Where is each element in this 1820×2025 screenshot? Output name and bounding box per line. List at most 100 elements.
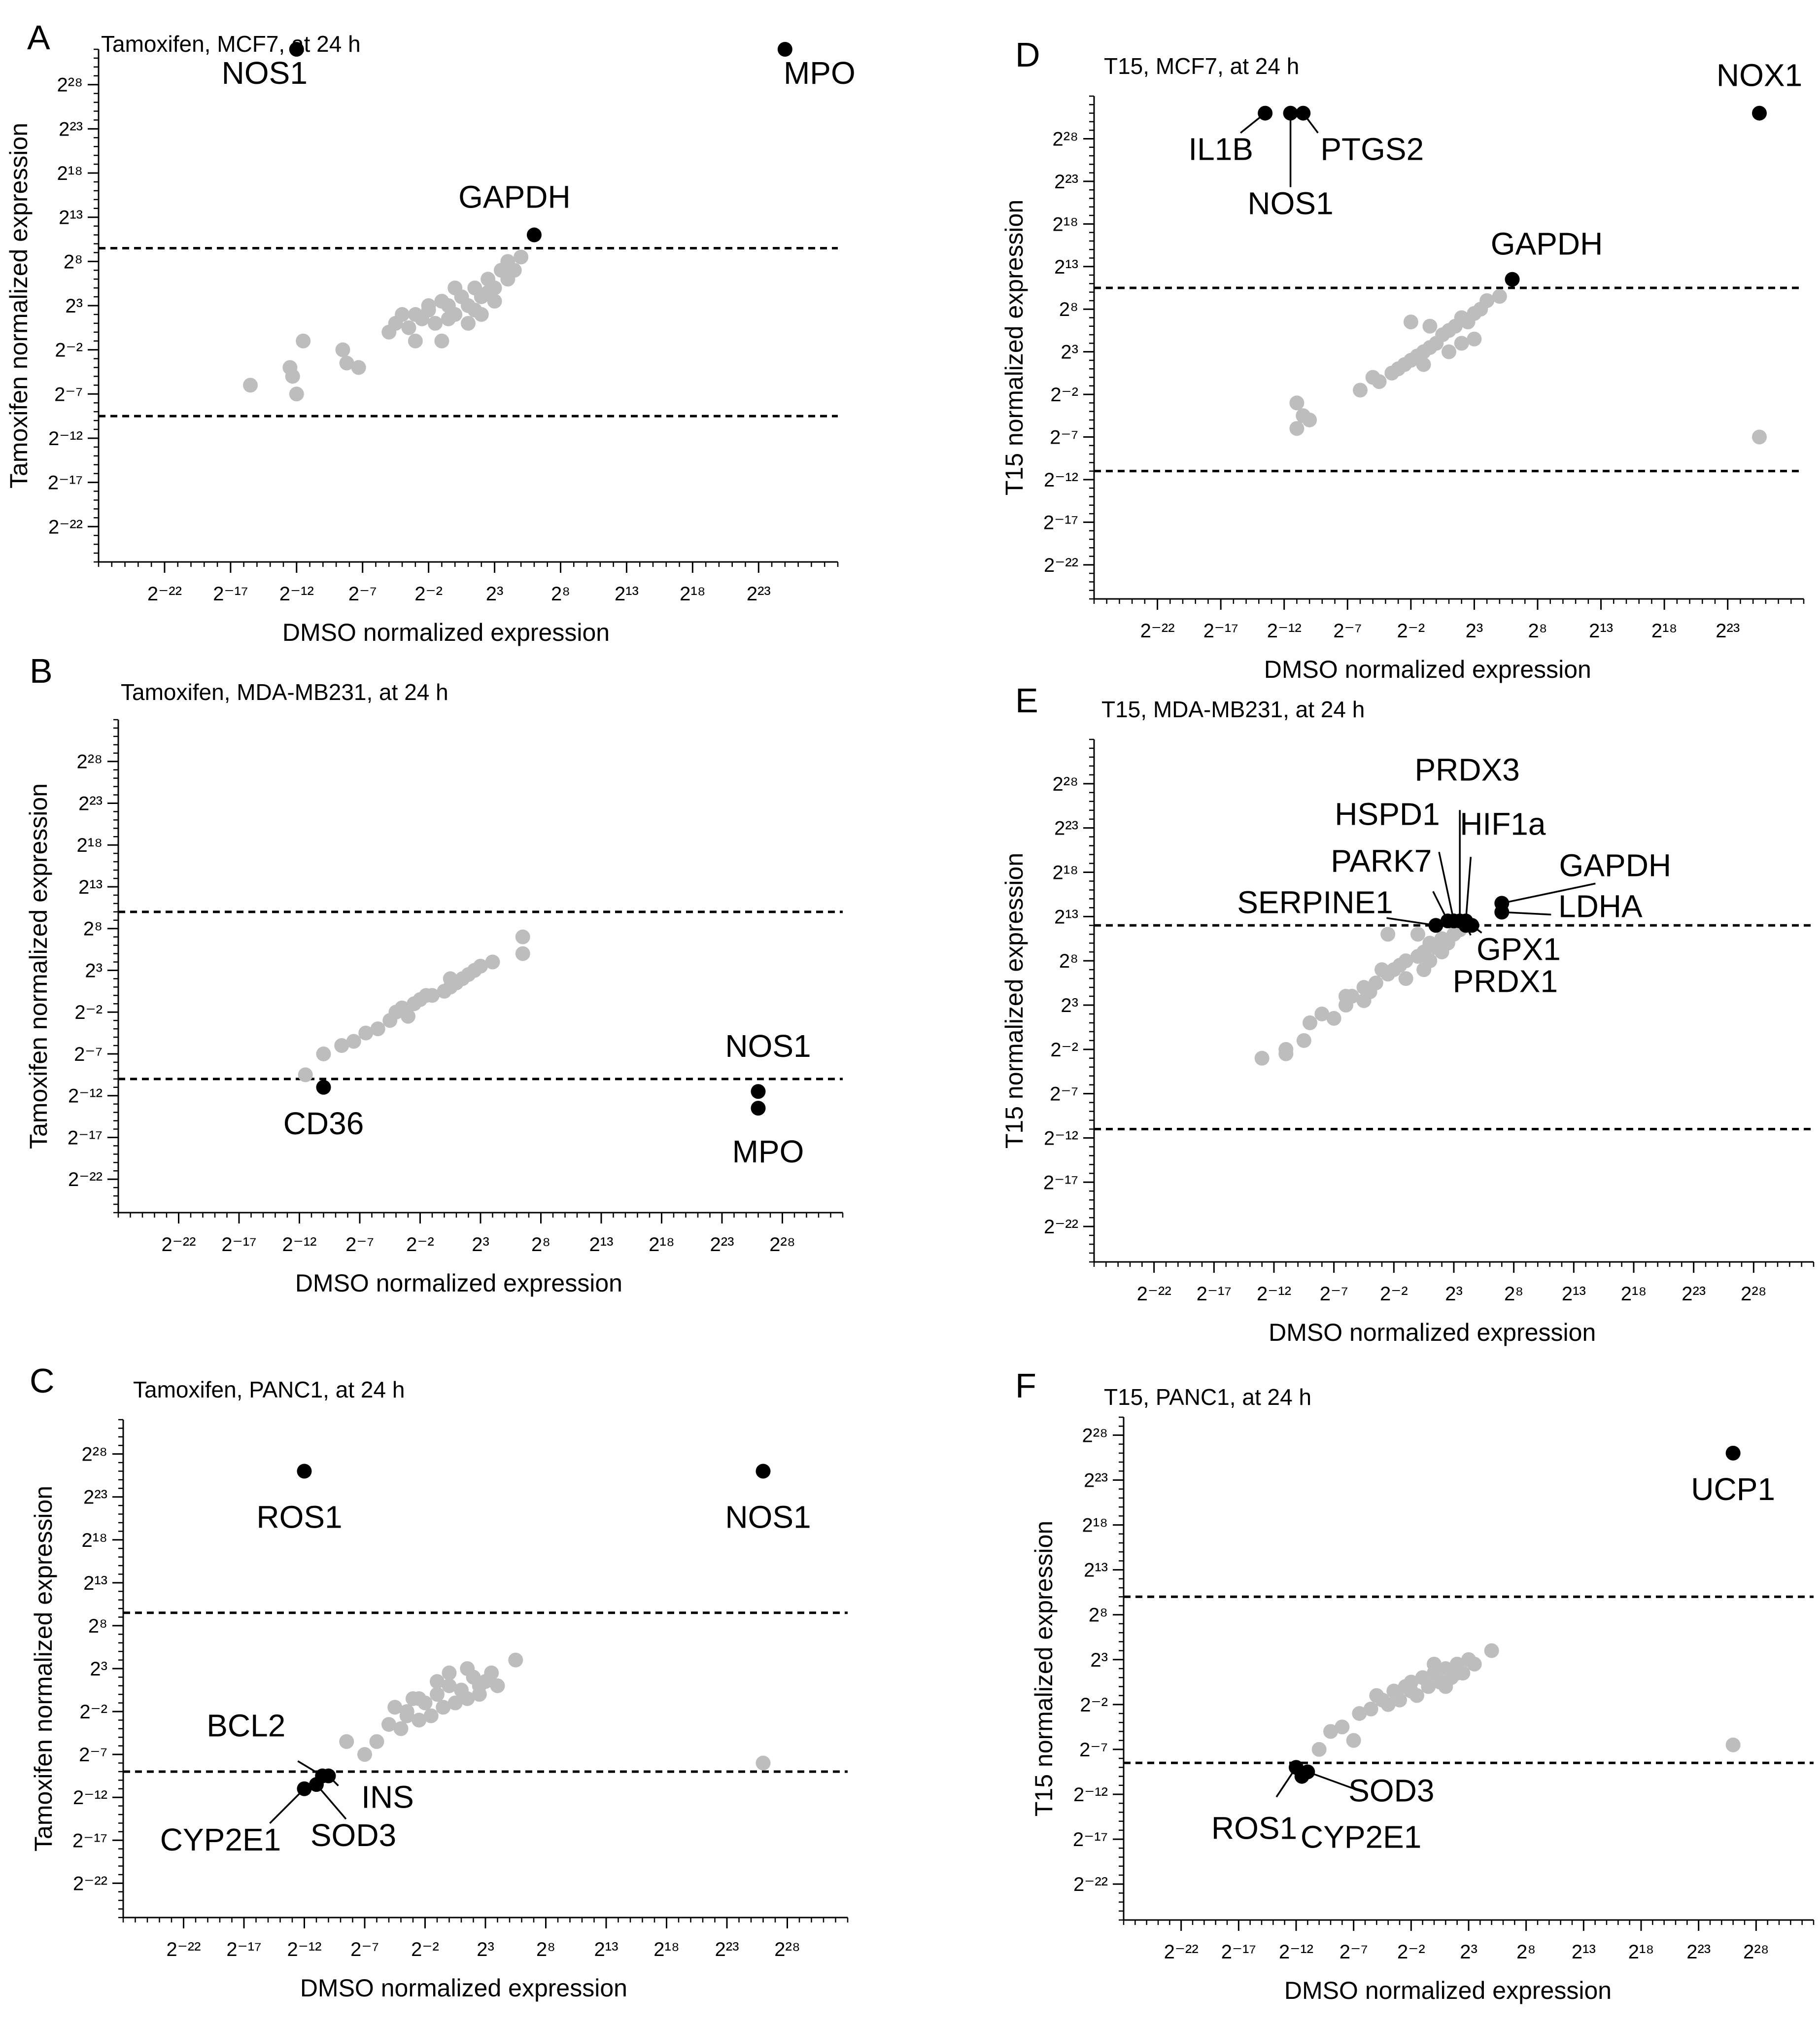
x-tick-label: 2¹³	[594, 1939, 618, 1960]
data-point	[1467, 1656, 1482, 1672]
y-tick-label: 2²³	[1084, 1470, 1108, 1492]
highlight-point	[297, 1464, 312, 1479]
x-tick-label: 2³	[477, 1939, 494, 1960]
data-point	[515, 946, 530, 961]
x-tick-label: 2¹⁸	[1621, 1283, 1647, 1305]
data-point	[1392, 1692, 1407, 1708]
y-tick-label: 2⁸	[1059, 950, 1078, 972]
data-point	[1725, 1737, 1741, 1752]
data-point	[1438, 1679, 1453, 1694]
leader-line	[1501, 882, 1596, 905]
y-tick-label: 2¹⁸	[57, 163, 83, 184]
gene-label: BCL2	[206, 1708, 285, 1744]
y-tick-label: 2⁻⁷	[1050, 427, 1078, 449]
data-point	[1752, 429, 1767, 445]
data-point	[346, 1034, 361, 1049]
panel-letter: D	[1015, 35, 1040, 74]
x-tick-label: 2²⁸	[1741, 1283, 1766, 1305]
y-axis-label: T15 normalized expression	[1030, 1521, 1058, 1816]
data-point	[351, 360, 366, 375]
data-point	[441, 311, 456, 326]
axes: 2⁻²² 2⁻¹⁷ 2⁻¹² 2⁻⁷ 2⁻² 2³ 2⁸ 2¹³ 2¹⁸ 2²³ 2⁻²² 2⁻¹⁷ 2…	[1043, 95, 1805, 642]
panel-letter: F	[1015, 1366, 1036, 1405]
data-point	[298, 1067, 313, 1082]
data-point	[1311, 1742, 1327, 1757]
x-tick-label: 2²⁸	[1743, 1941, 1769, 1963]
x-axis-label: DMSO normalized expression	[1264, 656, 1591, 683]
x-tick-label: 2²³	[1716, 620, 1740, 642]
y-tick-label: 2²⁸	[57, 74, 83, 96]
data-point	[428, 315, 443, 331]
y-tick-label: 2⁻²²	[68, 1169, 103, 1190]
y-tick-label: 2⁻¹⁷	[1073, 1829, 1108, 1850]
data-point	[485, 954, 500, 970]
x-tick-label: 2⁻²	[411, 1939, 439, 1960]
x-tick-label: 2⁻⁷	[345, 1234, 374, 1256]
y-tick-label: 2⁻²²	[48, 516, 83, 538]
data-point	[394, 1000, 410, 1015]
y-tick-label: 2¹³	[59, 207, 83, 229]
data-point	[1434, 944, 1449, 960]
highlight-points: ROS1 NOS1 BCL2 INS CYP2E1 SOD3	[160, 1464, 811, 1857]
data-point	[1479, 293, 1495, 308]
data-point	[1416, 357, 1431, 372]
y-tick-label: 2⁻¹⁷	[1043, 512, 1078, 533]
leader-line	[1275, 1767, 1297, 1798]
y-tick-label: 2⁻¹²	[68, 1085, 103, 1107]
y-tick-label: 2⁻⁷	[1079, 1739, 1108, 1761]
data-point	[412, 1712, 427, 1728]
highlight-point	[316, 1080, 331, 1095]
data-point	[1339, 989, 1353, 1004]
data-point	[1254, 1050, 1270, 1066]
gene-label: CD36	[283, 1106, 364, 1141]
y-tick-label: 2²⁸	[77, 751, 103, 773]
y-tick-label: 2⁻¹⁷	[48, 472, 83, 494]
y-tick-label: 2¹⁸	[77, 835, 103, 856]
x-tick-label: 2²³	[1686, 1941, 1711, 1963]
y-tick-label: 2⁸	[88, 1615, 107, 1637]
y-tick-label: 2⁸	[83, 918, 103, 940]
gene-label: UCP1	[1691, 1471, 1775, 1507]
leader-line	[328, 1775, 339, 1786]
data-point	[289, 386, 304, 402]
highlight-points: IL1B NOS1 PTGS2 NOX1 GAPDH	[1188, 58, 1802, 287]
data-point	[442, 1665, 457, 1680]
y-tick-label: 2¹³	[1084, 1560, 1108, 1581]
gene-label: SOD3	[1348, 1773, 1434, 1808]
x-tick-label: 2⁻²²	[162, 1234, 196, 1256]
data-point	[1353, 383, 1368, 398]
y-tick-label: 2⁻²	[74, 1002, 103, 1023]
y-tick-label: 2²³	[1054, 818, 1078, 839]
gray-points	[1254, 922, 1468, 1066]
data-point	[515, 929, 530, 944]
leader-line	[1432, 891, 1449, 922]
panel-letter: A	[27, 18, 50, 57]
x-tick-label: 2¹³	[1572, 1941, 1596, 1963]
x-tick-label: 2²³	[715, 1939, 739, 1960]
gene-label: SOD3	[310, 1817, 396, 1853]
panel-a: A Tamoxifen, MCF7, at 24 h 2⁻²² 2⁻¹⁷ 2⁻¹² 2⁻⁷…	[5, 18, 856, 646]
highlight-point	[1725, 1445, 1741, 1461]
data-point	[1398, 953, 1413, 969]
data-point	[357, 1747, 372, 1762]
data-point	[434, 333, 449, 349]
x-tick-label: 2⁻⁷	[350, 1939, 379, 1960]
data-point	[1303, 1015, 1317, 1030]
data-point	[461, 315, 476, 331]
data-point	[408, 333, 423, 349]
data-point	[1484, 1643, 1499, 1658]
leader-line	[1302, 112, 1319, 134]
panel-c: C Tamoxifen, PANC1, at 24 h2⁻²² 2⁻¹⁷ 2⁻¹² 2⁻…	[30, 1362, 849, 2002]
data-point	[339, 1734, 354, 1749]
data-point	[436, 1700, 451, 1715]
y-tick-label: 2⁻¹²	[1073, 1784, 1108, 1806]
y-tick-label: 2³	[85, 960, 103, 981]
data-point	[447, 280, 463, 296]
data-point	[285, 369, 300, 384]
data-point	[358, 1025, 374, 1041]
data-point	[1375, 1692, 1390, 1708]
gene-label: IL1B	[1188, 132, 1253, 167]
data-point	[460, 1691, 475, 1706]
data-point	[1403, 314, 1418, 330]
